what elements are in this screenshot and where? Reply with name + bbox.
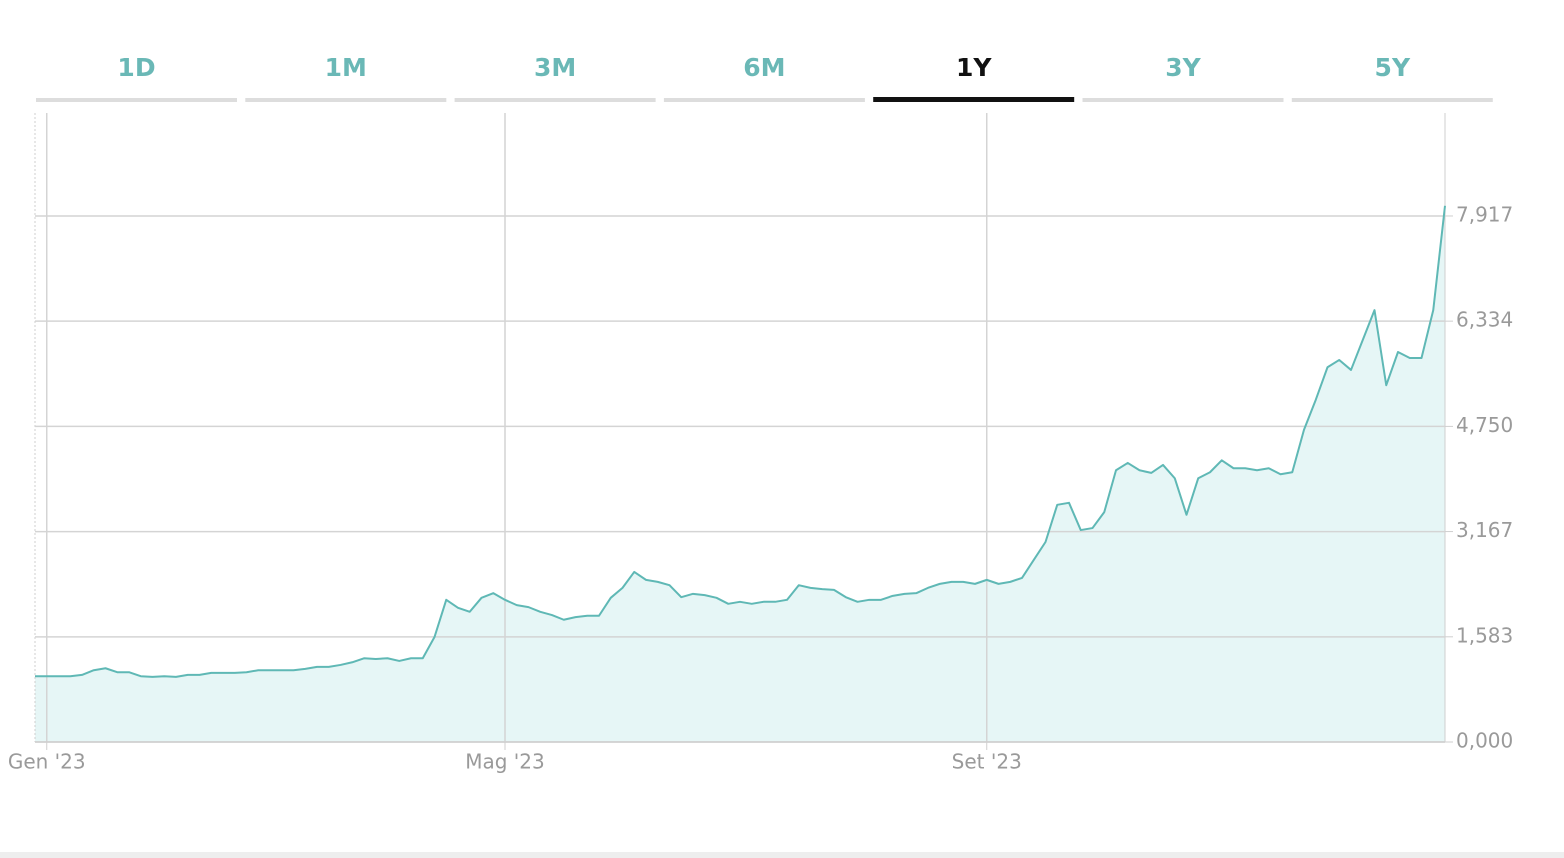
tab-label[interactable]: 5Y xyxy=(1375,53,1411,82)
y-tick-label: 1,583 xyxy=(1456,623,1513,647)
tab-underline[interactable] xyxy=(663,98,865,102)
x-tick-label: Set '23 xyxy=(952,750,1022,774)
tab-underline[interactable] xyxy=(454,98,656,102)
y-tick-label: 0,000 xyxy=(1456,729,1513,753)
y-tick-label: 6,334 xyxy=(1456,308,1513,332)
tab-label[interactable]: 3M xyxy=(534,53,576,82)
x-tick-label: Mag '23 xyxy=(465,750,545,774)
bottom-bar xyxy=(0,852,1564,858)
price-line xyxy=(35,205,1446,678)
tab-underline[interactable] xyxy=(36,98,237,102)
tab-label[interactable]: 1M xyxy=(325,53,367,82)
tab-underline[interactable] xyxy=(245,98,447,102)
tab-label[interactable]: 6M xyxy=(743,53,785,82)
tab-label[interactable]: 1D xyxy=(117,53,155,82)
y-tick-label: 7,917 xyxy=(1456,202,1513,226)
tab-label[interactable]: 3Y xyxy=(1165,53,1201,82)
x-tick-label: Gen '23 xyxy=(8,750,86,774)
tab-underline[interactable] xyxy=(1291,98,1493,102)
tab-underline[interactable] xyxy=(1082,98,1284,102)
tab-underline[interactable] xyxy=(873,97,1075,102)
y-tick-label: 4,750 xyxy=(1456,413,1513,437)
y-tick-label: 3,167 xyxy=(1456,518,1513,542)
area-fill xyxy=(35,205,1445,742)
tab-label[interactable]: 1Y xyxy=(956,53,992,82)
